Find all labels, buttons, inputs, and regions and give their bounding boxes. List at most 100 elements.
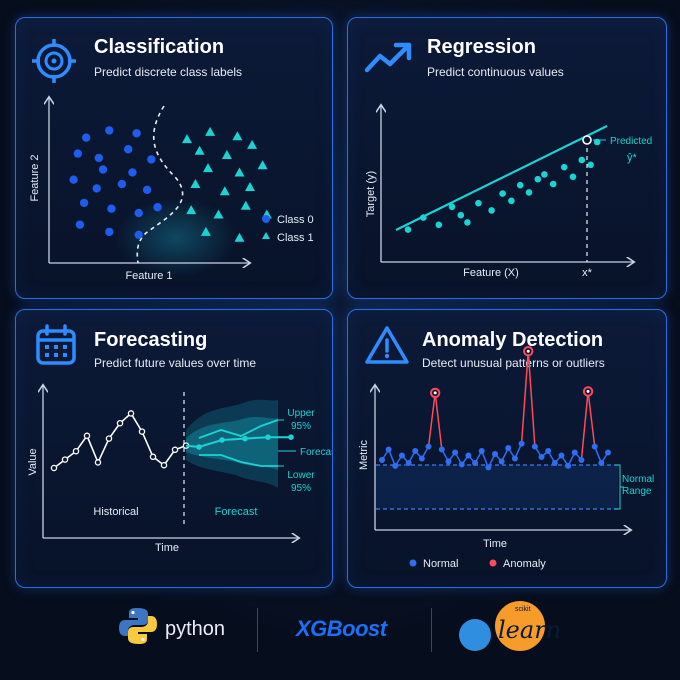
- regression-point: [420, 214, 427, 221]
- class0-point: [73, 149, 82, 158]
- class1-point: [194, 145, 205, 155]
- class0-point: [79, 198, 89, 208]
- normal-point: [418, 455, 425, 462]
- normal-point: [591, 443, 598, 450]
- normal-point: [571, 449, 578, 456]
- regression-point: [488, 207, 495, 214]
- regression-point: [525, 189, 533, 196]
- class0-point: [132, 129, 141, 138]
- confidence-band-inner: [186, 417, 278, 470]
- class1-point: [234, 167, 245, 177]
- class0-point: [94, 153, 104, 163]
- class0-point: [128, 168, 137, 177]
- forecast-point: [242, 435, 248, 442]
- forecast-point: [288, 434, 294, 440]
- lower-label-2: 95%: [291, 483, 311, 494]
- learn-label: learn: [498, 616, 562, 644]
- normal-point: [465, 452, 472, 459]
- regression-point: [516, 181, 524, 189]
- anomaly-title: Anomaly Detection: [422, 329, 604, 351]
- class0-point: [124, 145, 133, 154]
- historical-point: [105, 435, 113, 442]
- regression-point: [475, 199, 482, 207]
- anomaly-subtitle: Detect unusual patterns or outliers: [422, 356, 605, 370]
- normal-point: [425, 443, 432, 450]
- regression-title: Regression: [427, 36, 536, 58]
- normal-point: [578, 456, 585, 463]
- an-x-label: Time: [483, 538, 507, 550]
- class-y-label: Feature 2: [29, 154, 41, 201]
- class0-point: [98, 165, 108, 174]
- normal-point: [478, 448, 485, 455]
- x-star-label: x*: [582, 267, 593, 279]
- reg-y-label: Target (y): [365, 171, 377, 217]
- forecast-line-label: Forecast: [300, 447, 332, 458]
- upper-label-2: 95%: [291, 421, 311, 432]
- normal-point: [405, 459, 412, 466]
- normal-range-label-2: Range: [622, 486, 652, 497]
- predicted-point: [582, 135, 592, 145]
- historical-point: [61, 456, 69, 463]
- regression-point: [435, 221, 443, 229]
- decision-boundary: [136, 105, 184, 264]
- class1-point: [182, 134, 192, 144]
- normal-point: [505, 445, 512, 452]
- normal-point: [518, 440, 525, 447]
- class1-point: [203, 163, 213, 173]
- anomaly-chart: Normal Range Time Metric Normal Anomaly: [358, 346, 654, 570]
- predicted-label: Predicted: [610, 136, 652, 147]
- footer-separator-2: [431, 608, 432, 652]
- normal-point: [452, 449, 459, 456]
- scikit-learn-logo-icon: [459, 601, 545, 651]
- class0-point: [69, 175, 78, 184]
- anomaly-point-core: [586, 389, 590, 393]
- normal-point: [558, 452, 565, 459]
- normal-range-band: [376, 465, 618, 509]
- historical-point: [83, 432, 91, 440]
- regression-point: [499, 190, 506, 197]
- regression-point: [549, 180, 557, 188]
- normal-point: [438, 446, 445, 453]
- class0-point: [134, 208, 143, 218]
- normal-point: [458, 461, 465, 468]
- regression-point: [541, 171, 548, 178]
- classification-chart: Class 0 Class 1 Feature 1 Feature 2: [29, 18, 314, 282]
- regression-point: [464, 219, 471, 226]
- regression-point: [448, 203, 456, 211]
- legend-class1-label: Class 1: [277, 232, 314, 244]
- footer-separator-1: [257, 608, 258, 652]
- python-logo-icon: [119, 608, 157, 644]
- regression-chart: Predicted ŷ* Feature (X) x* Target (y): [365, 18, 652, 279]
- normal-range-label-1: Normal: [622, 474, 654, 485]
- forecast-point: [219, 437, 225, 443]
- normal-point: [545, 448, 552, 455]
- class1-point: [213, 209, 224, 219]
- class1-point: [205, 126, 216, 136]
- anomaly-card: Anomaly Detection Detect unusual pattern…: [347, 309, 667, 588]
- forecasting-subtitle: Predict future values over time: [94, 356, 257, 370]
- normal-point: [445, 458, 452, 465]
- class0-point: [105, 227, 114, 237]
- regression-point: [578, 156, 586, 164]
- lower-bound-line: [199, 454, 278, 467]
- anomaly-point-core: [433, 391, 437, 395]
- class0-point: [117, 179, 127, 189]
- calendar-icon: [36, 324, 76, 365]
- normal-point: [551, 459, 558, 466]
- class0-point: [142, 185, 152, 195]
- anomaly-segment: [580, 391, 589, 461]
- legend-class0-label: Class 0: [277, 214, 314, 226]
- class0-point: [153, 203, 162, 212]
- scikit-label: scikit: [515, 606, 531, 613]
- class0-point: [82, 133, 91, 142]
- historical-label: Historical: [93, 506, 138, 518]
- regression-line: [395, 125, 608, 231]
- classification-subtitle: Predict discrete class labels: [94, 65, 243, 79]
- normal-point: [385, 446, 392, 453]
- historical-point: [138, 428, 146, 435]
- regression-point: [587, 161, 594, 169]
- historical-point: [149, 453, 157, 461]
- reg-x-label: Feature (X): [463, 267, 519, 279]
- forecasting-chart: Upper 95% Forecast Lower 95% Historical …: [27, 310, 332, 554]
- confidence-band-outer: [186, 399, 278, 488]
